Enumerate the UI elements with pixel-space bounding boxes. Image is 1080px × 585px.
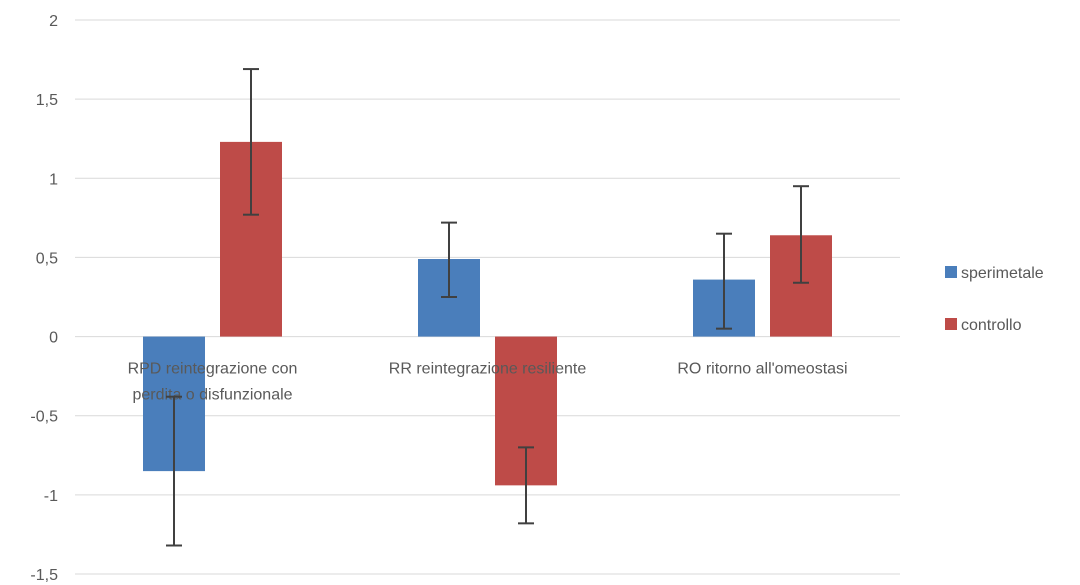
legend-label: controllo: [961, 317, 1022, 334]
error-bars: [166, 68, 809, 547]
category-labels: RPD reintegrazione con perdita o disfunzi…: [128, 361, 848, 404]
category-label: RR reintegrazione resiliente: [389, 361, 587, 378]
legend-swatch-controllo: [945, 318, 957, 330]
legend: sperimetale controllo: [945, 265, 1044, 334]
y-tick-label: -1: [44, 488, 58, 505]
y-tick-label: 0,5: [36, 250, 58, 267]
legend-label: sperimetale: [961, 265, 1044, 282]
y-tick-label: 2: [49, 13, 58, 30]
y-tick-label: 1,5: [36, 92, 58, 109]
bars: [143, 141, 832, 486]
y-tick-label: 0: [49, 330, 58, 347]
y-tick-label: -1,5: [30, 567, 58, 584]
category-label: perdita o disfunzionale: [132, 387, 292, 404]
gridlines: [75, 19, 900, 575]
y-axis-tick-labels: 2 1,5 1 0,5 0 -0,5 -1 -1,5: [30, 13, 58, 584]
legend-swatch-sperimetale: [945, 266, 957, 278]
y-tick-label: 1: [49, 171, 58, 188]
category-label: RO ritorno all'omeostasi: [677, 361, 847, 378]
y-tick-label: -0,5: [30, 409, 58, 426]
category-label: RPD reintegrazione con: [128, 361, 298, 378]
